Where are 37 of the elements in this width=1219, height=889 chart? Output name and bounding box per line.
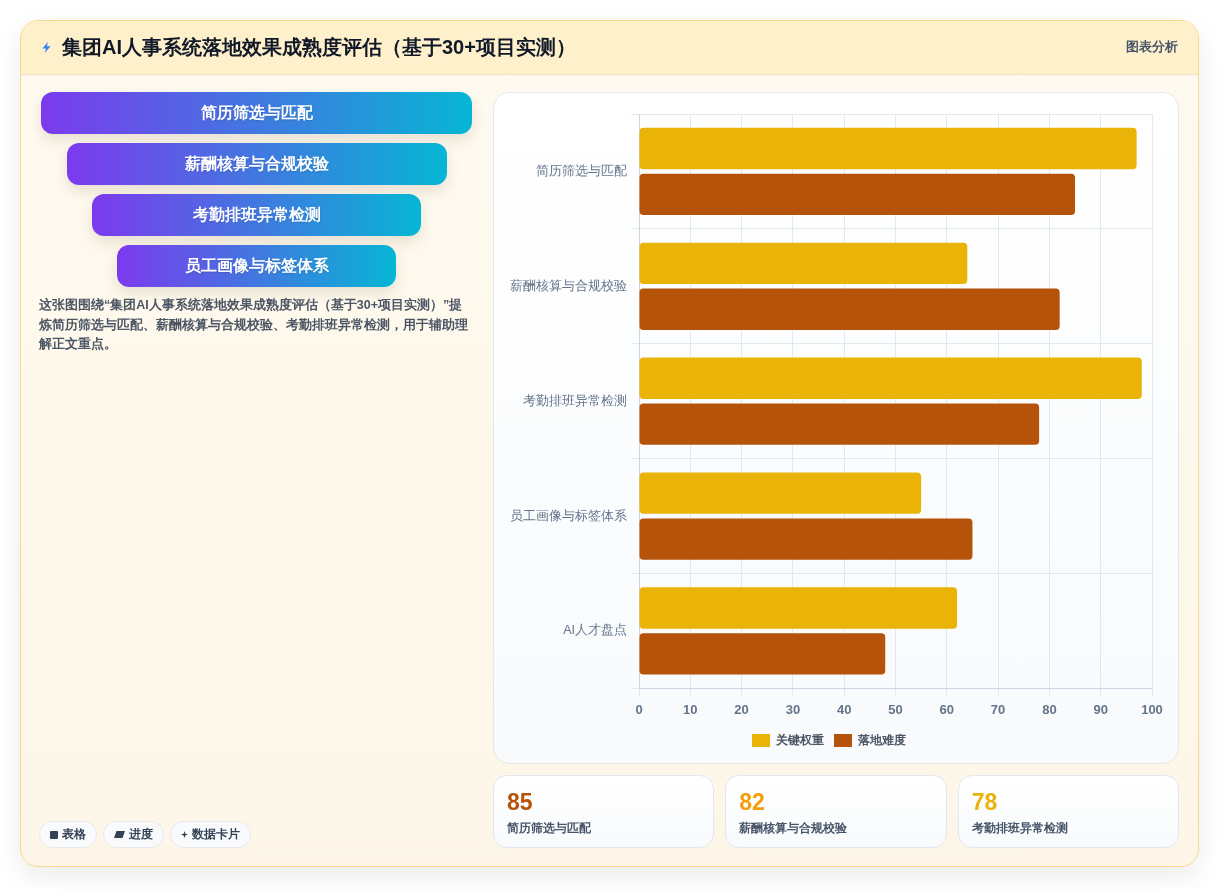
text: 85: [507, 788, 534, 816]
text: 考勤排班异常检测: [971, 820, 1069, 837]
x-tick-label: 100: [1141, 701, 1163, 717]
category-label: 简历筛选与匹配: [200, 102, 313, 123]
category-label: 薪酬核算与合规校验: [184, 153, 329, 174]
x-tick-label: 80: [1042, 701, 1057, 717]
x-tick-label: 0: [635, 701, 643, 717]
x-tick-label: 20: [734, 701, 749, 717]
tag-chip: 数据卡片: [170, 821, 251, 848]
funnel-stage: 考勤排班异常检测: [92, 194, 421, 236]
y-tick-label: 薪酬核算与合规校验: [510, 278, 627, 293]
y-tick-label: 简历筛选与匹配: [536, 163, 627, 178]
tag-chip: 进度: [103, 821, 164, 848]
y-tick-label: AI人才盘点: [563, 623, 627, 638]
x-tick-label: 90: [1093, 701, 1108, 717]
text: 薪酬核算与合规校验: [739, 820, 849, 837]
text: 78: [971, 788, 999, 816]
x-tick-label: 60: [939, 701, 955, 717]
y-tick-label: 考勤排班异常检测: [523, 393, 627, 408]
legend-label: 关键权重: [775, 732, 824, 747]
category-label: 员工画像与标签体系: [184, 255, 329, 276]
legend-label: 落地难度: [857, 732, 906, 747]
x-tick-label: 50: [888, 701, 903, 717]
text: 这张图围绕“集团AI人事系统落地效果成熟度评估（基于30+项目实测）”提炼简历筛选与匹配、薪酬核算与合规校验、考勤排班异常检测，用于辅助理解正文重点。: [39, 296, 469, 353]
text: 82: [739, 788, 766, 816]
funnel-stage: 薪酬核算与合规校验: [66, 143, 447, 185]
x-tick-label: 30: [785, 701, 801, 717]
y-tick-label: 员工画像与标签体系: [510, 508, 627, 523]
text: 集团AI人事系统落地效果成熟度评估（基于30+项目实测）: [62, 35, 576, 60]
text: 图表分析: [1126, 39, 1178, 56]
category-label: 考勤排班异常检测: [192, 204, 321, 225]
x-tick-label: 40: [836, 701, 852, 717]
tag-chip: 表格: [39, 821, 97, 848]
funnel-stage: 员工画像与标签体系: [117, 245, 396, 287]
x-tick-label: 70: [990, 701, 1006, 717]
x-tick-label: 10: [683, 701, 698, 717]
funnel-stage: 简历筛选与匹配: [41, 92, 472, 134]
